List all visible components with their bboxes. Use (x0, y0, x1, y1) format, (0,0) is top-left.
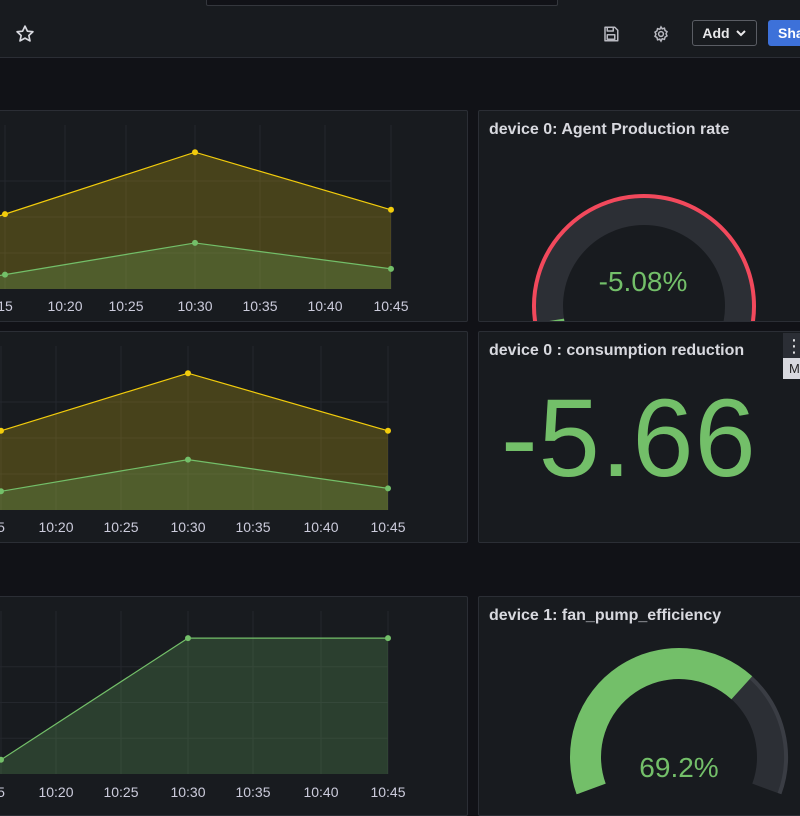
data-point (0, 427, 4, 434)
x-tick-label: 10:40 (303, 519, 338, 535)
x-tick-label: 10:30 (170, 519, 205, 535)
data-point (385, 635, 391, 642)
series-area (0, 242, 391, 289)
data-point (192, 149, 198, 156)
add-button-label: Add (702, 25, 730, 41)
timeseries-chart-2: 5 10:20 10:25 10:30 10:35 10:40 10:45 (0, 346, 406, 535)
data-point (2, 271, 8, 278)
timeseries-chart-3: 5 10:20 10:25 10:30 10:35 10:40 10:45 (0, 611, 406, 800)
series-line (0, 242, 392, 277)
x-tick-label: 15 (0, 298, 13, 314)
gauge-threshold-high (749, 676, 788, 795)
x-tick-label: 10:45 (373, 298, 408, 314)
add-button[interactable]: Add (692, 20, 757, 46)
search-bar[interactable] (206, 0, 558, 6)
x-tick-label: 10:35 (242, 298, 277, 314)
share-button-label: Sha (778, 25, 800, 41)
x-tick-label: 10:40 (307, 298, 342, 314)
x-tick-label: 10:35 (235, 784, 270, 800)
x-tick-label: 10:20 (38, 784, 73, 800)
timeseries-panel-1[interactable]: 15 10:20 10:25 10:30 10:35 10:40 10:45 (0, 110, 468, 322)
chevron-down-icon (735, 30, 746, 37)
series-area (0, 638, 388, 774)
x-tick-label: 10:25 (103, 519, 138, 535)
data-point (192, 239, 198, 246)
panel-title: device 0 : consumption reduction (489, 342, 745, 359)
x-tick-label: 5 (0, 784, 5, 800)
series-line (0, 637, 388, 762)
gauge-fill (571, 649, 752, 794)
gauge-value: 69.2% (639, 752, 718, 783)
stat-value: -5.66 (501, 377, 757, 500)
gauge-threshold-low (570, 648, 753, 795)
stat-panel-consumption[interactable]: device 0 : consumption reduction -5.66 (478, 331, 800, 543)
data-point (388, 265, 394, 272)
data-point (0, 488, 4, 495)
series-area (0, 459, 388, 510)
data-point (185, 370, 191, 377)
x-tick-label: 10:30 (177, 298, 212, 314)
x-tick-label: 5 (0, 519, 5, 535)
gauge-track (533, 195, 755, 321)
gauge-threshold-high (532, 194, 756, 321)
timeseries-panel-3[interactable]: 5 10:20 10:25 10:30 10:35 10:40 10:45 (0, 596, 468, 816)
gear-icon[interactable] (650, 23, 672, 45)
x-tick-label: 10:25 (108, 298, 143, 314)
data-point (385, 427, 391, 434)
series-line (0, 151, 392, 217)
series-area (0, 152, 391, 289)
dashboard-toolbar: Add Sha (0, 0, 800, 58)
x-tick-label: 10:35 (235, 519, 270, 535)
gauge-panel-production[interactable]: device 0: Agent Production rate -5.08% (478, 110, 800, 322)
x-tick-label: 10:45 (370, 519, 405, 535)
x-tick-label: 10:40 (303, 784, 338, 800)
series-area (0, 373, 388, 510)
data-point (388, 206, 394, 213)
share-button[interactable]: Sha (768, 20, 800, 46)
gauge-value: -5.08% (599, 266, 688, 297)
data-point (185, 635, 191, 642)
save-icon[interactable] (600, 23, 622, 45)
gauge-panel-fan[interactable]: device 1: fan_pump_efficiency 69.2% (478, 596, 800, 816)
menu-tooltip: M (783, 358, 800, 379)
x-tick-label: 10:30 (170, 784, 205, 800)
panel-title: device 1: fan_pump_efficiency (489, 607, 722, 624)
fan-efficiency-gauge: 69.2% (570, 648, 788, 795)
panel-menu-icon[interactable]: ⋮ (783, 333, 800, 359)
timeseries-panel-2[interactable]: 5 10:20 10:25 10:30 10:35 10:40 10:45 (0, 331, 468, 543)
star-icon[interactable] (14, 23, 36, 45)
production-rate-gauge: -5.08% (532, 194, 756, 321)
data-point (385, 485, 391, 492)
x-tick-label: 10:20 (47, 298, 82, 314)
data-point (2, 211, 8, 218)
data-point (185, 456, 191, 463)
x-tick-label: 10:45 (370, 784, 405, 800)
data-point (0, 756, 4, 763)
x-tick-label: 10:25 (103, 784, 138, 800)
panel-title: device 0: Agent Production rate (489, 121, 730, 138)
series-line (0, 372, 389, 432)
series-line (0, 458, 389, 493)
gauge-fill (549, 318, 565, 321)
timeseries-chart-1: 15 10:20 10:25 10:30 10:35 10:40 10:45 (0, 125, 409, 314)
x-tick-label: 10:20 (38, 519, 73, 535)
